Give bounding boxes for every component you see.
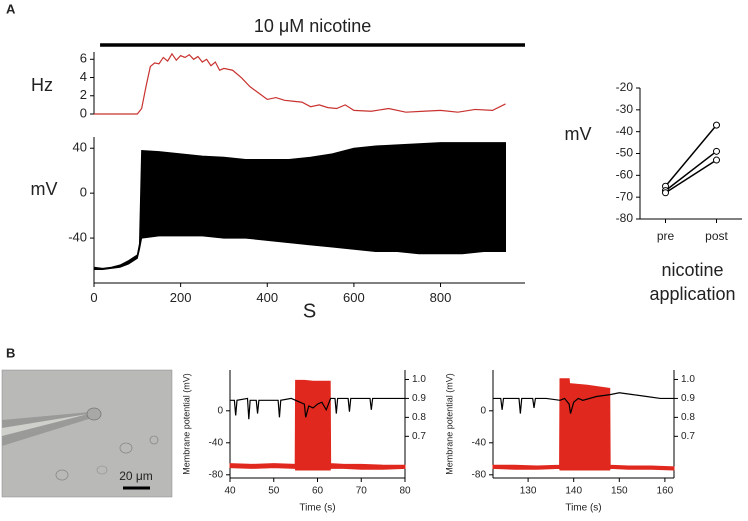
line	[94, 52, 506, 115]
y-tick-label: -30	[616, 102, 634, 116]
line	[665, 159, 717, 194]
x-axis-label: S	[303, 300, 316, 322]
y-axis-label: Membrane potential (mV)	[444, 373, 454, 475]
x-tick-label: 130	[520, 486, 537, 497]
line	[665, 150, 717, 192]
y-tick-label: -40	[616, 124, 634, 138]
x-tick-label: 140	[565, 486, 582, 497]
y-tick-label: -50	[616, 146, 634, 160]
x-tick-label: 80	[399, 486, 411, 497]
x-tick-label: post	[705, 229, 728, 243]
y-tick-label: 2	[80, 87, 87, 102]
line	[230, 397, 405, 420]
y2-tick-label: 0.8	[412, 412, 426, 423]
trace-band	[93, 142, 507, 271]
panel-label: A	[6, 1, 16, 16]
point	[662, 189, 669, 197]
x-tick-label: 70	[356, 486, 368, 497]
y-tick-label: 0	[80, 105, 87, 120]
trace-band	[492, 378, 675, 471]
x-tick-label: pre	[657, 229, 675, 243]
point	[713, 156, 720, 164]
x-tick-label: 400	[256, 290, 278, 305]
micrograph	[1, 369, 173, 498]
y-tick-label: -40	[68, 230, 87, 245]
trace-band	[229, 379, 406, 471]
x-axis-label: nicotine application	[649, 260, 736, 304]
x-tick-label: 800	[430, 290, 452, 305]
y2-tick-label: 0.8	[681, 412, 695, 423]
y-tick-label: 0	[217, 405, 223, 416]
y-tick-label: 40	[73, 140, 87, 155]
annotation: 10 μM nicotine	[254, 16, 371, 36]
point	[713, 147, 720, 155]
y2-tick-label: 0.9	[681, 393, 695, 404]
y-tick-label: -40	[472, 437, 487, 448]
y-tick-label: -70	[616, 189, 634, 203]
y-tick-label: -80	[209, 469, 224, 480]
x-tick-label: 50	[268, 486, 280, 497]
x-tick-label: 150	[611, 486, 628, 497]
y-tick-label: -40	[209, 437, 224, 448]
y2-tick-label: 1.0	[681, 374, 695, 385]
y-axis-label: mV	[31, 179, 58, 199]
y-axis-label: Membrane potential (mV)	[181, 373, 191, 475]
line	[664, 124, 718, 187]
y-tick-label: -60	[616, 168, 634, 182]
y2-tick-label: 1.0	[412, 374, 426, 385]
scale-bar-label: 20 μm	[119, 469, 153, 483]
x-tick-label: 160	[657, 486, 674, 497]
y-axis-label: Hz	[31, 75, 53, 95]
y-tick-label: 4	[80, 69, 87, 84]
y-tick-label: 0	[80, 185, 87, 200]
y2-tick-label: 0.7	[681, 431, 695, 442]
y-tick-label: -20	[616, 80, 634, 94]
x-tick-label: 200	[170, 290, 192, 305]
x-tick-label: 600	[343, 290, 365, 305]
y-tick-label: -80	[616, 211, 634, 225]
y-axis-label: mV	[565, 124, 592, 144]
x-tick-label: 60	[312, 486, 324, 497]
line	[493, 392, 674, 414]
y-tick-label: 0	[480, 405, 486, 416]
y2-tick-label: 0.7	[412, 431, 426, 442]
x-tick-label: 40	[224, 486, 236, 497]
x-axis-label: Time (s)	[565, 503, 601, 514]
y-tick-label: 6	[80, 51, 87, 66]
panel-label: B	[6, 345, 15, 360]
y-tick-label: -80	[472, 469, 487, 480]
x-tick-label: 0	[90, 290, 97, 305]
x-axis-label: Time (s)	[299, 503, 335, 514]
point	[713, 121, 720, 129]
y2-tick-label: 0.9	[412, 393, 426, 404]
